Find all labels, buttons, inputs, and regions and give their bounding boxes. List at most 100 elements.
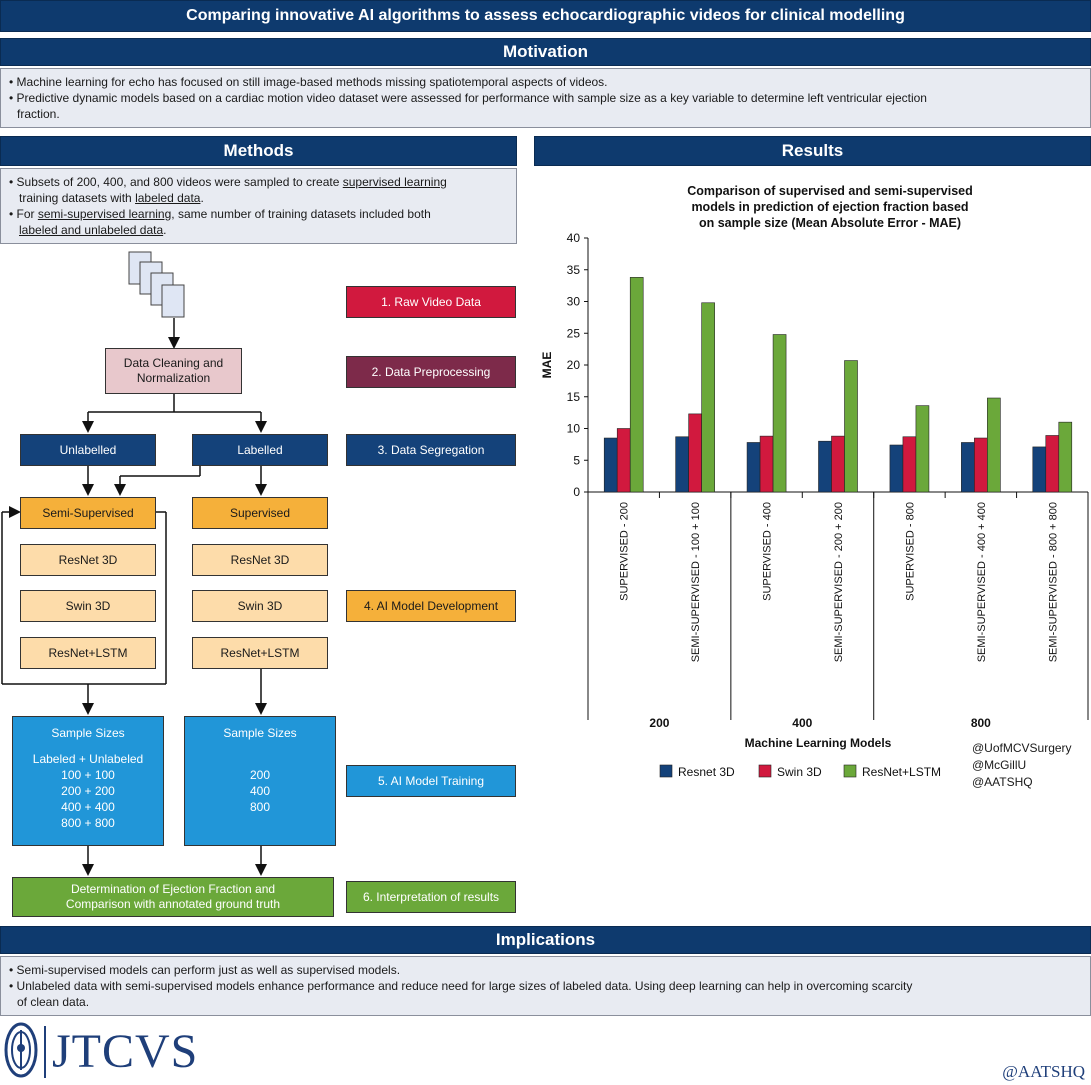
- bar: [603, 437, 618, 493]
- y-tick-label: 20: [567, 358, 581, 372]
- sample-size: 100 + 100: [61, 768, 115, 782]
- x-category-label: SEMI-SUPERVISED - 400 + 400: [976, 502, 988, 662]
- y-tick-label: 25: [567, 326, 581, 340]
- x-category-label: SUPERVISED - 800: [904, 502, 916, 601]
- results-heading: Results: [534, 136, 1091, 166]
- bar: [1058, 421, 1073, 493]
- x-category-label: SEMI-SUPERVISED - 100 + 100: [690, 502, 702, 662]
- implications-panel: • Semi-supervised models can perform jus…: [0, 956, 1091, 1016]
- legend-label: Swin 3D: [777, 765, 822, 779]
- step-interpretation: 6. Interpretation of results: [346, 881, 516, 913]
- group-label: 400: [792, 716, 812, 730]
- legend-label: ResNet+LSTM: [862, 765, 941, 779]
- sample-size: 200: [249, 768, 271, 782]
- motivation-panel: • Machine learning for echo has focused …: [0, 68, 1091, 128]
- labelled-box: Labelled: [192, 434, 328, 466]
- y-tick-label: 5: [573, 453, 580, 467]
- chart-title-line: models in prediction of ejection fractio…: [691, 200, 968, 214]
- semi-resnetlstm-box: ResNet+LSTM: [20, 637, 156, 669]
- bar: [701, 302, 715, 493]
- y-tick-label: 35: [567, 263, 581, 277]
- semi-resnet3d-box: ResNet 3D: [20, 544, 156, 576]
- bar: [902, 436, 917, 493]
- methods-bullet: • For semi-supervised learning, same num…: [9, 207, 431, 221]
- bar: [987, 397, 1001, 493]
- motivation-bullet: • Predictive dynamic models based on a c…: [9, 91, 927, 105]
- legend-swatch: [659, 764, 673, 778]
- chart-title-line: Comparison of supervised and semi-superv…: [687, 184, 973, 198]
- sup-resnetlstm-box: ResNet+LSTM: [192, 637, 328, 669]
- bar: [818, 440, 832, 493]
- handle-text: @UofMCVSurgery: [972, 741, 1072, 755]
- step-segregation: 3. Data Segregation: [346, 434, 516, 466]
- y-axis-label: MAE: [540, 352, 554, 379]
- sample-size: 400: [249, 784, 271, 798]
- bar: [616, 428, 631, 493]
- bar: [1045, 435, 1060, 493]
- x-category-label: SEMI-SUPERVISED - 200 + 200: [833, 502, 845, 662]
- x-category-label: SEMI-SUPERVISED - 800 + 800: [1047, 502, 1059, 662]
- legend-label: Resnet 3D: [678, 765, 735, 779]
- sup-sample-sizes-box: Sample Sizes 200 400 800: [184, 716, 336, 846]
- implications-bullet: • Semi-supervised models can perform jus…: [9, 963, 401, 977]
- motivation-heading: Motivation: [0, 38, 1091, 66]
- legend-swatch: [843, 764, 857, 778]
- step-model-development: 4. AI Model Development: [346, 590, 516, 622]
- sample-sizes-header: Labeled + Unlabeled: [32, 752, 144, 766]
- mae-bar-chart: Comparison of supervised and semi-superv…: [540, 184, 1089, 779]
- social-handles: @UofMCVSurgery @McGillU @AATSHQ: [972, 740, 1090, 791]
- methods-heading: Methods: [0, 136, 517, 166]
- bar: [974, 437, 988, 493]
- semi-supervised-box: Semi-Supervised: [20, 497, 156, 529]
- implications-bullet: of clean data.: [17, 995, 90, 1009]
- group-label: 200: [649, 716, 669, 730]
- bar: [629, 277, 644, 493]
- methods-bullet: • Subsets of 200, 400, and 800 videos we…: [9, 175, 447, 189]
- sample-sizes-title: Sample Sizes: [223, 726, 297, 740]
- step-model-training: 5. AI Model Training: [346, 765, 516, 797]
- chart-title: Comparison of supervised and semi-superv…: [687, 184, 973, 230]
- bar: [1032, 446, 1047, 493]
- sup-resnet3d-box: ResNet 3D: [192, 544, 328, 576]
- handle-text: @McGillU: [972, 758, 1027, 772]
- bar: [915, 405, 930, 493]
- methods-panel: • Subsets of 200, 400, and 800 videos we…: [0, 168, 517, 244]
- motivation-bullet: fraction.: [17, 107, 60, 121]
- bar: [675, 436, 689, 493]
- sample-size: 800 + 800: [61, 816, 115, 830]
- x-category-label: SUPERVISED - 400: [762, 502, 774, 601]
- data-cleaning-box: Data Cleaning and Normalization: [105, 348, 242, 394]
- y-tick-label: 40: [567, 231, 581, 245]
- step-preprocessing: 2. Data Preprocessing: [346, 356, 516, 388]
- sup-swin3d-box: Swin 3D: [192, 590, 328, 622]
- bar: [688, 413, 702, 493]
- sample-size: 800: [249, 800, 271, 814]
- semi-sample-sizes-box: Sample Sizes Labeled + Unlabeled 100 + 1…: [12, 716, 164, 846]
- semi-swin3d-box: Swin 3D: [20, 590, 156, 622]
- motivation-bullet: • Machine learning for echo has focused …: [9, 75, 608, 89]
- implications-bullet: • Unlabeled data with semi-supervised mo…: [9, 979, 913, 993]
- sample-sizes-title: Sample Sizes: [51, 726, 125, 740]
- bar: [746, 442, 761, 493]
- sample-size: 400 + 400: [61, 800, 115, 814]
- supervised-box: Supervised: [192, 497, 328, 529]
- methods-bullet-cont: training datasets with labeled data.: [19, 191, 204, 205]
- journal-logo-text: JTCVS: [44, 1026, 198, 1078]
- y-tick-label: 10: [567, 422, 581, 436]
- y-tick-label: 0: [573, 485, 580, 499]
- methods-bullet-cont: labeled and unlabeled data.: [19, 223, 167, 237]
- bar: [889, 444, 904, 493]
- bar: [844, 360, 858, 493]
- bar: [831, 435, 845, 493]
- y-tick-label: 15: [567, 390, 581, 404]
- handle-text: @AATSHQ: [972, 775, 1033, 789]
- determination-box: Determination of Ejection Fraction and C…: [12, 877, 334, 917]
- x-category-label: SUPERVISED - 200: [619, 502, 631, 601]
- chart-title-line: on sample size (Mean Absolute Error - MA…: [699, 216, 961, 230]
- flowchart-connectors: [1, 251, 267, 876]
- unlabelled-box: Unlabelled: [20, 434, 156, 466]
- poster-title: Comparing innovative AI algorithms to as…: [0, 0, 1091, 32]
- bar: [961, 442, 975, 493]
- bar: [759, 435, 774, 493]
- aats-seal-logo: [4, 1022, 38, 1078]
